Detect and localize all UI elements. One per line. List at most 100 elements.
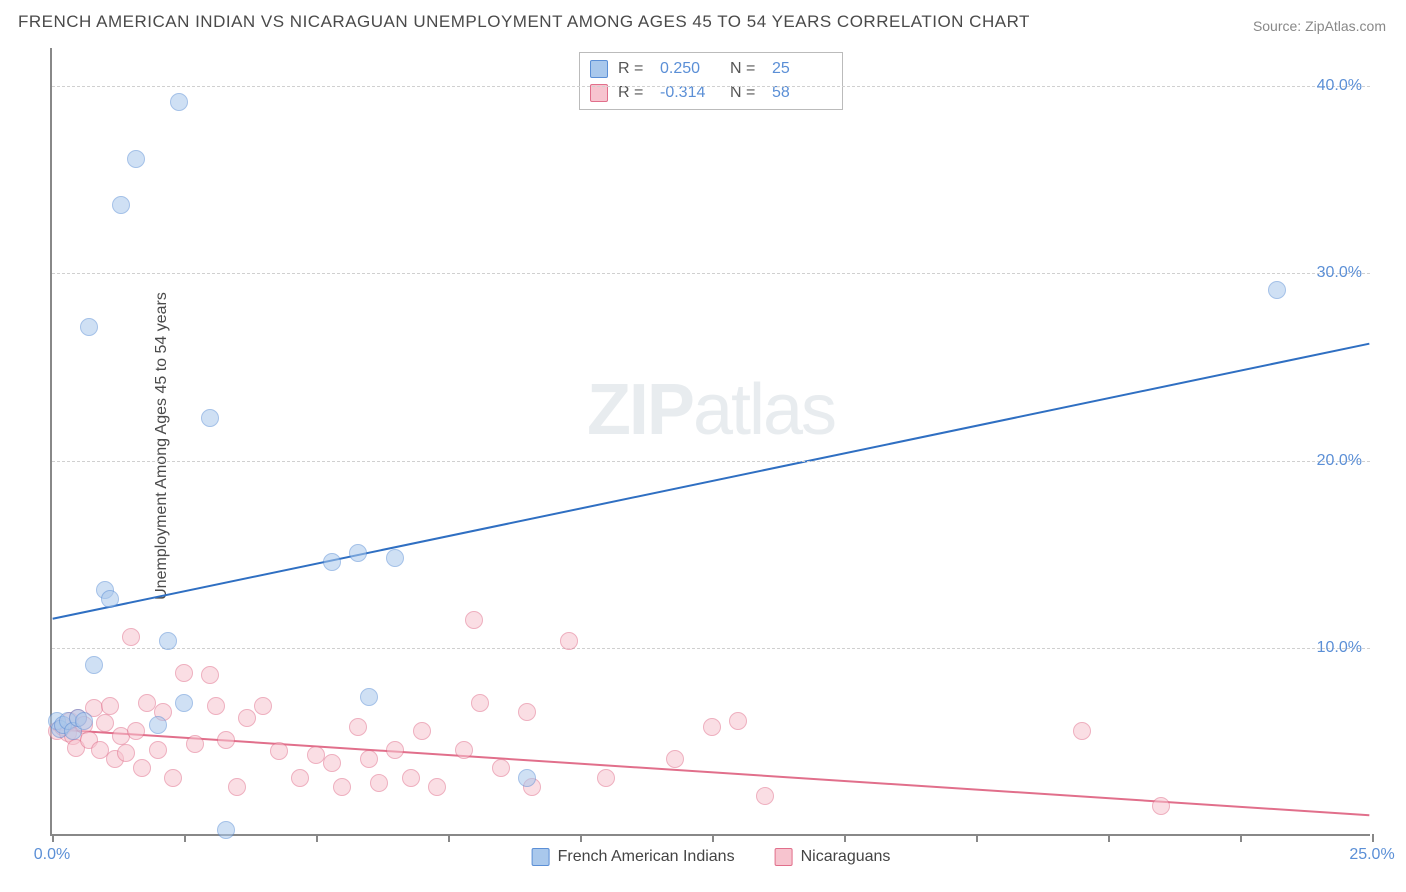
- scatter-point: [159, 632, 177, 650]
- plot-area: ZIPatlas R = 0.250 N = 25 R = -0.314 N =…: [50, 48, 1370, 836]
- scatter-point: [291, 769, 309, 787]
- scatter-point: [323, 553, 341, 571]
- legend-key-r: R =: [618, 60, 650, 78]
- y-tick-label: 10.0%: [1317, 639, 1362, 657]
- x-tick-label: 25.0%: [1349, 846, 1394, 864]
- legend-val-r-blue: 0.250: [660, 60, 720, 78]
- x-tick: [52, 834, 54, 842]
- scatter-point: [1152, 797, 1170, 815]
- x-tick: [1372, 834, 1374, 842]
- scatter-point: [127, 722, 145, 740]
- scatter-point: [101, 590, 119, 608]
- legend-val-r-pink: -0.314: [660, 84, 720, 102]
- scatter-point: [1268, 281, 1286, 299]
- x-tick: [976, 834, 978, 842]
- scatter-point: [360, 688, 378, 706]
- scatter-point: [170, 93, 188, 111]
- scatter-point: [175, 694, 193, 712]
- scatter-point: [201, 666, 219, 684]
- scatter-point: [465, 611, 483, 629]
- gridline: [52, 648, 1370, 649]
- scatter-point: [201, 409, 219, 427]
- scatter-point: [428, 778, 446, 796]
- scatter-point: [349, 544, 367, 562]
- source-credit: Source: ZipAtlas.com: [1253, 18, 1386, 34]
- scatter-point: [703, 718, 721, 736]
- scatter-point: [238, 709, 256, 727]
- scatter-point: [80, 318, 98, 336]
- scatter-point: [122, 628, 140, 646]
- scatter-point: [518, 703, 536, 721]
- legend-key-n: N =: [730, 60, 762, 78]
- legend-item-blue: French American Indians: [532, 848, 735, 866]
- scatter-point: [518, 769, 536, 787]
- x-tick: [448, 834, 450, 842]
- legend-swatch-icon: [775, 848, 793, 866]
- gridline: [52, 273, 1370, 274]
- legend-key-n: N =: [730, 84, 762, 102]
- y-tick-label: 20.0%: [1317, 452, 1362, 470]
- scatter-point: [455, 741, 473, 759]
- scatter-point: [127, 150, 145, 168]
- x-tick: [844, 834, 846, 842]
- scatter-point: [75, 712, 93, 730]
- legend-swatch-pink: [590, 84, 608, 102]
- legend-label: French American Indians: [558, 848, 735, 866]
- scatter-point: [370, 774, 388, 792]
- x-tick-label: 0.0%: [34, 846, 70, 864]
- source-label: Source:: [1253, 18, 1301, 34]
- source-site: ZipAtlas.com: [1305, 18, 1386, 34]
- scatter-point: [333, 778, 351, 796]
- scatter-point: [492, 759, 510, 777]
- scatter-point: [117, 744, 135, 762]
- gridline: [52, 461, 1370, 462]
- scatter-point: [360, 750, 378, 768]
- scatter-point: [112, 196, 130, 214]
- legend-key-r: R =: [618, 84, 650, 102]
- gridline: [52, 86, 1370, 87]
- scatter-point: [85, 656, 103, 674]
- scatter-point: [597, 769, 615, 787]
- legend-val-n-blue: 25: [772, 60, 832, 78]
- x-tick: [316, 834, 318, 842]
- scatter-point: [254, 697, 272, 715]
- scatter-point: [149, 741, 167, 759]
- scatter-point: [270, 742, 288, 760]
- watermark-bold: ZIP: [587, 370, 693, 450]
- scatter-point: [186, 735, 204, 753]
- scatter-point: [349, 718, 367, 736]
- scatter-point: [756, 787, 774, 805]
- scatter-point: [228, 778, 246, 796]
- y-tick-label: 40.0%: [1317, 77, 1362, 95]
- x-tick: [184, 834, 186, 842]
- scatter-point: [217, 731, 235, 749]
- scatter-point: [101, 697, 119, 715]
- scatter-point: [323, 754, 341, 772]
- x-tick: [712, 834, 714, 842]
- scatter-point: [164, 769, 182, 787]
- x-tick: [580, 834, 582, 842]
- legend-stats: R = 0.250 N = 25 R = -0.314 N = 58: [579, 52, 843, 110]
- scatter-point: [729, 712, 747, 730]
- scatter-point: [175, 664, 193, 682]
- x-tick: [1240, 834, 1242, 842]
- scatter-point: [413, 722, 431, 740]
- watermark: ZIPatlas: [587, 369, 835, 451]
- scatter-point: [402, 769, 420, 787]
- scatter-point: [560, 632, 578, 650]
- y-tick-label: 30.0%: [1317, 264, 1362, 282]
- scatter-point: [471, 694, 489, 712]
- scatter-point: [207, 697, 225, 715]
- legend-val-n-pink: 58: [772, 84, 832, 102]
- legend-label: Nicaraguans: [801, 848, 891, 866]
- scatter-point: [386, 741, 404, 759]
- legend-item-pink: Nicaraguans: [775, 848, 891, 866]
- x-tick: [1108, 834, 1110, 842]
- scatter-point: [666, 750, 684, 768]
- scatter-point: [133, 759, 151, 777]
- trend-line: [53, 344, 1370, 619]
- scatter-point: [386, 549, 404, 567]
- legend-stats-row: R = 0.250 N = 25: [590, 57, 832, 81]
- chart-title: FRENCH AMERICAN INDIAN VS NICARAGUAN UNE…: [18, 12, 1030, 32]
- scatter-point: [1073, 722, 1091, 740]
